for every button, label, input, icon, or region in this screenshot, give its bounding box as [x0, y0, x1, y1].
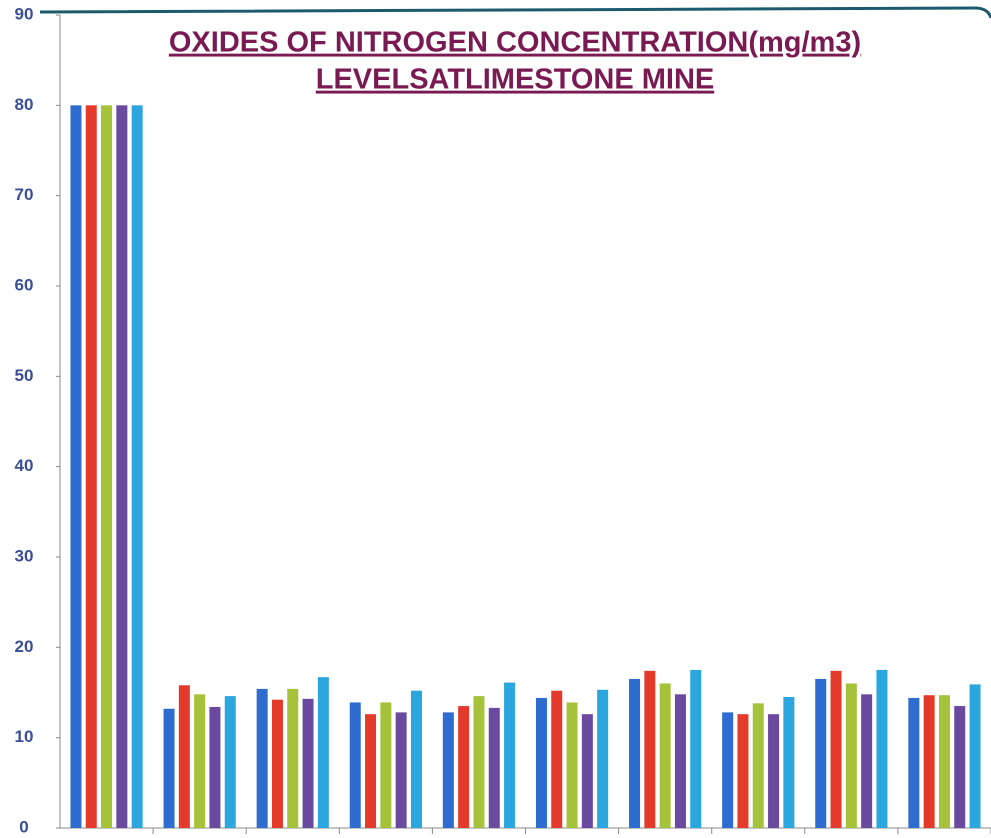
bar	[597, 689, 609, 828]
bar	[566, 702, 578, 828]
bar	[954, 706, 966, 828]
y-tick-label: 0	[19, 817, 28, 836]
y-tick-label: 50	[15, 366, 34, 385]
bar	[535, 697, 547, 828]
bar	[194, 694, 206, 828]
bar	[317, 677, 329, 828]
bar	[271, 699, 283, 828]
bar	[380, 702, 392, 828]
bar	[644, 670, 656, 828]
bar	[70, 105, 82, 829]
bar	[287, 688, 299, 828]
bar	[488, 707, 500, 828]
bar	[365, 714, 377, 828]
bar	[923, 695, 935, 828]
bar	[752, 703, 764, 828]
bar	[395, 712, 407, 828]
bar	[815, 678, 827, 828]
y-tick-label: 80	[15, 95, 34, 114]
bar	[209, 706, 221, 828]
bar	[473, 696, 485, 828]
bar	[659, 683, 671, 828]
bar	[674, 694, 686, 828]
bar	[101, 105, 113, 829]
bar	[861, 694, 873, 828]
bar	[629, 678, 641, 828]
bar	[845, 683, 857, 828]
bar	[163, 708, 175, 828]
bar	[908, 697, 920, 828]
bar	[876, 669, 888, 828]
y-tick-label: 10	[15, 727, 34, 746]
bar	[349, 702, 361, 828]
bar	[458, 706, 470, 828]
chart-title: LEVELSATLIMESTONE MINE	[316, 64, 715, 96]
bar	[224, 696, 236, 828]
bar	[690, 669, 702, 828]
bar	[178, 685, 190, 828]
bar	[85, 105, 97, 829]
chart-title: OXIDES OF NITROGEN CONCENTRATION(mg/m3)	[169, 27, 861, 59]
y-tick-label: 70	[15, 185, 34, 204]
bar	[410, 690, 422, 828]
bar	[256, 688, 268, 828]
bar	[116, 105, 128, 829]
bar	[442, 712, 454, 828]
bar	[783, 697, 795, 828]
bar	[830, 670, 842, 828]
bar	[131, 105, 143, 829]
y-tick-label: 20	[15, 637, 34, 656]
frame	[39, 6, 991, 19]
bar	[551, 690, 563, 828]
bar	[938, 695, 950, 828]
bar	[768, 714, 780, 828]
bar	[737, 714, 749, 828]
y-tick-label: 40	[15, 456, 34, 475]
bar	[581, 714, 593, 828]
y-tick-label: 30	[15, 546, 34, 565]
bar	[504, 682, 516, 828]
bar	[969, 684, 981, 828]
bar	[722, 712, 734, 828]
y-tick-label: 60	[15, 275, 34, 294]
y-tick-label: 90	[15, 4, 34, 23]
bar	[302, 698, 314, 828]
